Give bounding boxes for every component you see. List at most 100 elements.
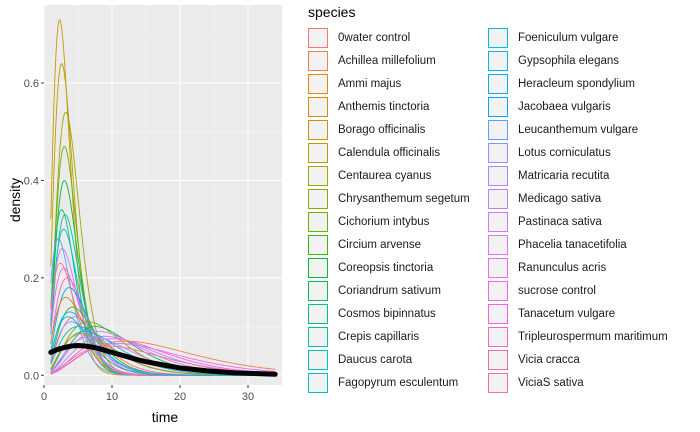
legend-item: Achillea millefolium	[308, 49, 436, 72]
legend-label: Centaurea cyanus	[338, 169, 432, 182]
legend-item: Calendula officinalis	[308, 141, 440, 164]
legend-label: Achillea millefolium	[338, 54, 436, 67]
x-tick-label: 10	[106, 391, 118, 403]
x-tick-label: 20	[174, 391, 186, 403]
legend-label: Jacobaea vulgaris	[518, 100, 611, 113]
legend-label: Anthemis tinctoria	[338, 100, 430, 113]
legend-item: Ranunculus acris	[488, 256, 606, 279]
legend-key	[308, 142, 328, 163]
overall-density-line	[48, 343, 278, 377]
legend-label: Leucanthemum vulgare	[518, 123, 639, 136]
legend-key	[488, 257, 508, 278]
legend-label: Ranunculus acris	[518, 261, 607, 274]
x-axis-title: time	[152, 409, 179, 425]
legend-key	[488, 326, 508, 347]
legend-item: Coreopsis tinctoria	[308, 256, 433, 279]
legend-item: Cichorium intybus	[308, 210, 429, 233]
legend-key	[488, 234, 508, 255]
legend-item: Fagopyrum esculentum	[308, 371, 458, 394]
legend-item: Tripleurospermum maritimum	[488, 325, 668, 348]
y-tick-label: 0.0	[24, 370, 39, 382]
legend-key	[488, 96, 508, 117]
legend-item: Phacelia tanacetifolia	[488, 233, 627, 256]
legend-item: Crepis capillaris	[308, 325, 419, 348]
legend-key	[308, 27, 328, 48]
legend-label: sucrose control	[518, 284, 596, 297]
legend-label: Pastinaca sativa	[518, 215, 602, 228]
legend-key	[488, 303, 508, 324]
y-axis: 0.0 0.2 0.4 0.6	[24, 78, 44, 382]
legend-label: Heracleum spondylium	[518, 77, 635, 90]
legend-item: Jacobaea vulgaris	[488, 95, 611, 118]
y-tick-label: 0.6	[24, 78, 39, 90]
legend-key	[308, 257, 328, 278]
legend-label: Lotus corniculatus	[518, 146, 611, 159]
legend-key	[308, 280, 328, 301]
legend-item: 0water control	[308, 26, 410, 49]
legend-label: Crepis capillaris	[338, 330, 420, 343]
y-tick-label: 0.4	[24, 175, 39, 187]
legend-key	[308, 326, 328, 347]
legend-item: Centaurea cyanus	[308, 164, 431, 187]
legend-key	[308, 119, 328, 140]
legend-item: Circium arvense	[308, 233, 421, 256]
legend-label: Matricaria recutita	[518, 169, 610, 182]
legend-key	[488, 280, 508, 301]
legend-label: Foeniculum vulgare	[518, 31, 619, 44]
legend-item: Chrysanthemum segetum	[308, 187, 470, 210]
legend-key	[308, 211, 328, 232]
y-axis-title: density	[7, 178, 23, 222]
legend-key	[308, 372, 328, 393]
legend-item: Lotus corniculatus	[488, 141, 611, 164]
legend-item: Leucanthemum vulgare	[488, 118, 638, 141]
density-curve-25	[50, 343, 276, 375]
legend-label: Borago officinalis	[338, 123, 426, 136]
legend-key	[308, 96, 328, 117]
y-tick-label: 0.2	[24, 273, 39, 285]
legend-key	[488, 142, 508, 163]
legend-label: Fagopyrum esculentum	[338, 376, 459, 389]
legend-label: ViciaS sativa	[518, 376, 584, 389]
legend-label: Phacelia tanacetifolia	[518, 238, 627, 251]
x-axis: 0 10 20 30	[41, 385, 254, 403]
legend-label: Cosmos bipinnatus	[338, 307, 436, 320]
overall-density-curve	[48, 343, 278, 377]
legend-label: Circium arvense	[338, 238, 422, 251]
legend-item: Borago officinalis	[308, 118, 425, 141]
legend-item: ViciaS sativa	[488, 371, 584, 394]
legend-label: Tanacetum vulgare	[518, 307, 616, 320]
legend-label: Tripleurospermum maritimum	[518, 330, 668, 343]
x-tick-label: 30	[242, 391, 254, 403]
legend-label: 0water control	[338, 31, 411, 44]
legend-item: Foeniculum vulgare	[488, 26, 618, 49]
legend-key	[308, 234, 328, 255]
legend-key	[488, 27, 508, 48]
legend-item: sucrose control	[488, 279, 596, 302]
legend-label: Coreopsis tinctoria	[338, 261, 434, 274]
legend-key	[308, 165, 328, 186]
legend-item: Heracleum spondylium	[488, 72, 635, 95]
legend-key	[488, 211, 508, 232]
legend-label: Daucus carota	[338, 353, 413, 366]
legend-label: Coriandrum sativum	[338, 284, 441, 297]
legend-label: Chrysanthemum segetum	[338, 192, 470, 205]
legend-key	[488, 119, 508, 140]
legend-key	[488, 188, 508, 209]
legend-item: Daucus carota	[308, 348, 412, 371]
legend-item: Coriandrum sativum	[308, 279, 441, 302]
legend-key	[308, 303, 328, 324]
legend-key	[308, 73, 328, 94]
legend-key	[488, 73, 508, 94]
legend-key	[308, 188, 328, 209]
legend-item: Cosmos bipinnatus	[308, 302, 436, 325]
x-tick-label: 0	[41, 391, 47, 403]
legend-item: Tanacetum vulgare	[488, 302, 615, 325]
legend-label: Gypsophila elegans	[518, 54, 620, 67]
legend-key	[488, 372, 508, 393]
plot-area: 0.0 0.2 0.4 0.6 0 10 20 30 time density	[7, 5, 282, 425]
legend-item: Medicago sativa	[488, 187, 601, 210]
legend-key	[488, 50, 508, 71]
legend-item: Gypsophila elegans	[488, 49, 619, 72]
legend: species 0water control Achillea millefoli…	[308, 0, 700, 432]
